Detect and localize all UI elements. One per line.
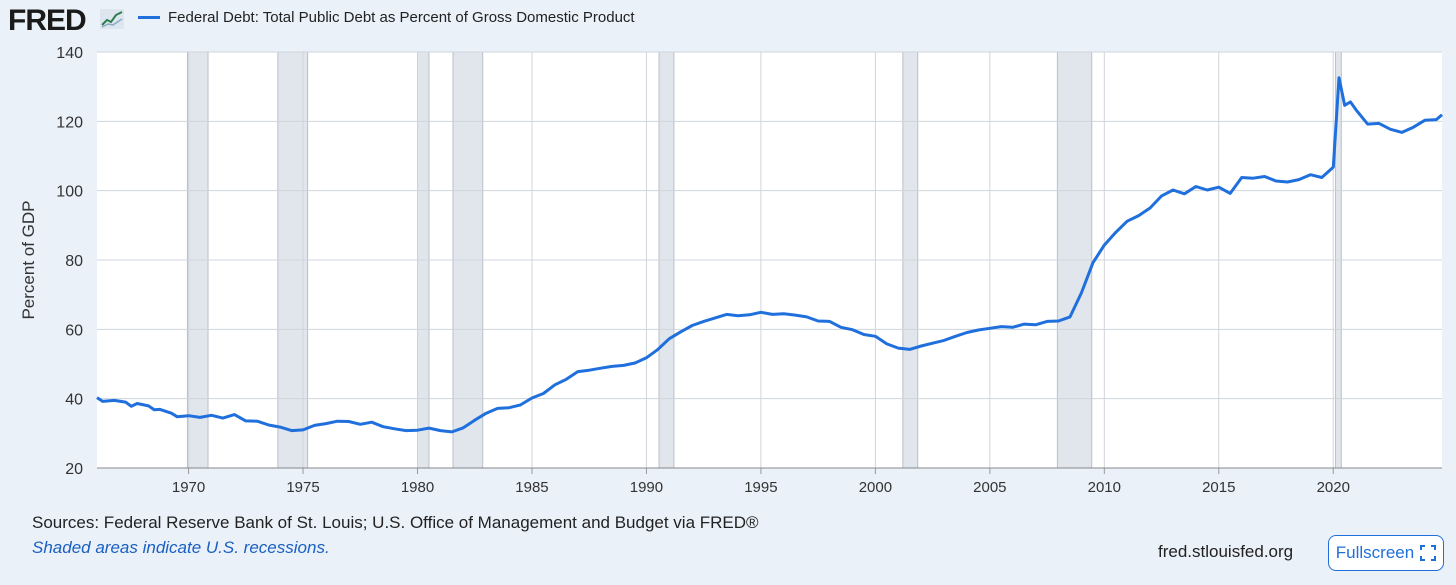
sources-text: Sources: Federal Reserve Bank of St. Lou… [32, 513, 759, 532]
chart-graph-icon [100, 9, 124, 29]
x-tick-label: 2015 [1202, 479, 1235, 496]
x-tick-label: 1980 [401, 479, 434, 496]
x-tick-label: 2005 [973, 479, 1006, 496]
x-tick-label: 2020 [1317, 479, 1350, 496]
legend-series-label[interactable]: Federal Debt: Total Public Debt as Perce… [168, 9, 635, 26]
series-line[interactable] [96, 76, 1443, 434]
x-tick-label: 1975 [286, 479, 319, 496]
x-tick-label: 1985 [515, 479, 548, 496]
y-tick-label: 60 [65, 322, 83, 339]
legend-line-swatch [138, 16, 160, 19]
expand-icon [1420, 545, 1437, 561]
y-tick-label: 20 [65, 461, 83, 478]
x-tick-label: 1990 [630, 479, 663, 496]
y-tick-label: 80 [65, 253, 83, 270]
chart-legend: Federal Debt: Total Public Debt as Perce… [138, 9, 635, 26]
y-tick-label: 140 [56, 45, 83, 62]
x-tick-label: 1970 [172, 479, 205, 496]
line-chart[interactable]: 20 40 60 80 100 120 140 1970 1975 1980 1985 1990 199… [0, 0, 1456, 510]
y-axis-label: Percent of GDP [19, 200, 38, 319]
fullscreen-button[interactable]: Fullscreen [1328, 535, 1444, 571]
site-url[interactable]: fred.stlouisfed.org [1158, 542, 1294, 561]
x-tick-label: 2000 [859, 479, 892, 496]
x-tick-label: 1995 [744, 479, 777, 496]
fullscreen-label: Fullscreen [1335, 543, 1415, 562]
recession-note: Shaded areas indicate U.S. recessions. [32, 538, 330, 557]
x-tick-label: 2010 [1088, 479, 1121, 496]
logo-text: FRED [8, 4, 87, 37]
fred-logo[interactable]: FRED [8, 4, 87, 38]
y-tick-label: 100 [56, 184, 83, 201]
y-tick-label: 120 [56, 114, 83, 131]
y-tick-label: 40 [65, 392, 83, 409]
